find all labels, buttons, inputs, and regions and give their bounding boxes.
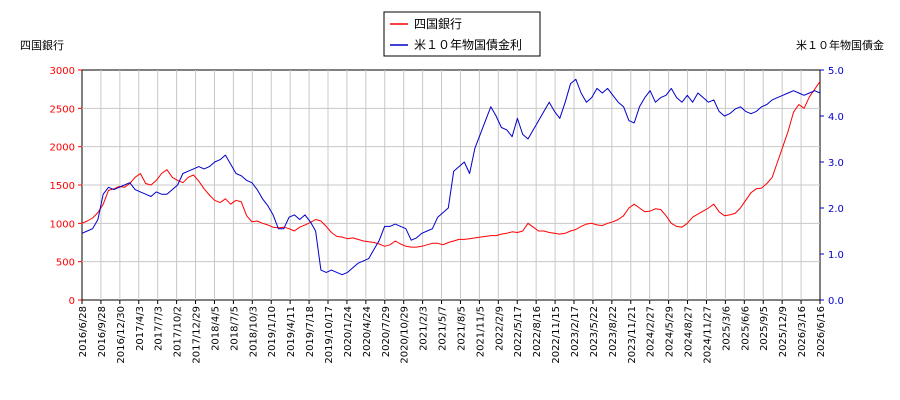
x-tick-label: 2026/6/16 — [816, 306, 827, 357]
x-tick-label: 2023/8/22 — [608, 306, 619, 357]
legend-label-series-0: 四国銀行 — [414, 17, 462, 31]
right-tick-label: 4.0 — [828, 112, 844, 123]
x-tick-label: 2024/8/27 — [684, 306, 695, 357]
x-tick-label: 2019/10/17 — [324, 306, 335, 364]
x-tick-label: 2020/10/29 — [400, 306, 411, 364]
right-tick-label: 3.0 — [828, 158, 844, 169]
x-tick-label: 2025/12/9 — [778, 306, 789, 357]
legend-label-series-1: 米１０年物国債金利 — [414, 37, 522, 52]
x-tick-label: 2017/4/3 — [135, 306, 146, 351]
left-axis-ticks: 0 500 1000 1500 2000 2500 3000 — [50, 66, 82, 307]
x-tick-label: 2018/7/5 — [229, 306, 240, 351]
x-axis-ticks: 2016/6/28 2016/9/28 2016/12/30 2017/4/3 2017… — [78, 300, 827, 364]
x-tick-label: 2020/4/24 — [362, 306, 373, 357]
right-tick-label: 5.0 — [828, 66, 844, 77]
x-tick-label: 2021/8/5 — [456, 306, 467, 351]
x-tick-label: 2025/9/5 — [759, 306, 770, 351]
right-tick-label: 0.0 — [828, 296, 844, 307]
series-line-0 — [81, 81, 821, 248]
legend: 四国銀行 米１０年物国債金利 — [383, 11, 541, 57]
x-tick-label: 2020/1/24 — [343, 306, 354, 357]
x-tick-label: 2022/8/16 — [532, 306, 543, 357]
x-tick-label: 2021/2/3 — [419, 306, 430, 351]
left-tick-label: 0 — [69, 296, 75, 307]
series-layer — [81, 78, 821, 276]
x-tick-label: 2026/3/16 — [797, 306, 808, 357]
x-tick-label: 2024/2/27 — [646, 306, 657, 357]
x-tick-label: 2021/11/5 — [475, 306, 486, 357]
right-tick-label: 2.0 — [828, 204, 844, 215]
series-line-1 — [81, 78, 821, 276]
x-tick-label: 2020/7/29 — [381, 306, 392, 357]
x-tick-label: 2025/3/6 — [721, 306, 732, 351]
x-tick-label: 2016/12/30 — [116, 306, 127, 364]
right-axis-ticks: 0.0 1.0 2.0 3.0 4.0 5.0 — [820, 66, 844, 307]
left-tick-label: 3000 — [50, 66, 75, 77]
left-tick-label: 2500 — [50, 104, 75, 115]
x-tick-label: 2019/7/18 — [305, 306, 316, 357]
x-tick-label: 2022/2/9 — [494, 306, 505, 351]
x-tick-label: 2024/11/27 — [702, 306, 713, 364]
x-tick-label: 2024/5/29 — [665, 306, 676, 357]
x-tick-label: 2016/9/28 — [97, 306, 108, 357]
x-tick-label: 2023/5/22 — [589, 306, 600, 357]
x-tick-label: 2016/6/28 — [78, 306, 89, 357]
x-tick-label: 2017/12/29 — [192, 306, 203, 364]
x-tick-label: 2022/5/17 — [513, 306, 524, 357]
x-tick-label: 2019/1/10 — [267, 306, 278, 357]
x-tick-label: 2018/4/5 — [210, 306, 221, 351]
x-tick-label: 2022/11/15 — [551, 306, 562, 364]
left-axis-title: 四国銀行 — [20, 38, 64, 52]
x-tick-label: 2025/6/6 — [740, 306, 751, 351]
left-tick-label: 500 — [56, 258, 75, 269]
x-tick-label: 2023/11/21 — [627, 306, 638, 364]
right-axis-title: 米１０年物国債金 — [796, 38, 884, 52]
legend-box — [383, 11, 541, 57]
x-tick-label: 2019/4/11 — [286, 306, 297, 357]
x-tick-label: 2023/2/17 — [570, 306, 581, 357]
x-tick-label: 2017/10/2 — [173, 306, 184, 357]
left-tick-label: 1500 — [50, 181, 75, 192]
x-tick-label: 2017/7/3 — [154, 306, 165, 351]
x-tick-label: 2018/10/3 — [248, 306, 259, 357]
right-tick-label: 1.0 — [828, 250, 844, 261]
left-tick-label: 1000 — [50, 219, 75, 230]
left-tick-label: 2000 — [50, 143, 75, 154]
gridlines — [82, 70, 820, 300]
x-tick-label: 2021/5/7 — [438, 306, 449, 351]
